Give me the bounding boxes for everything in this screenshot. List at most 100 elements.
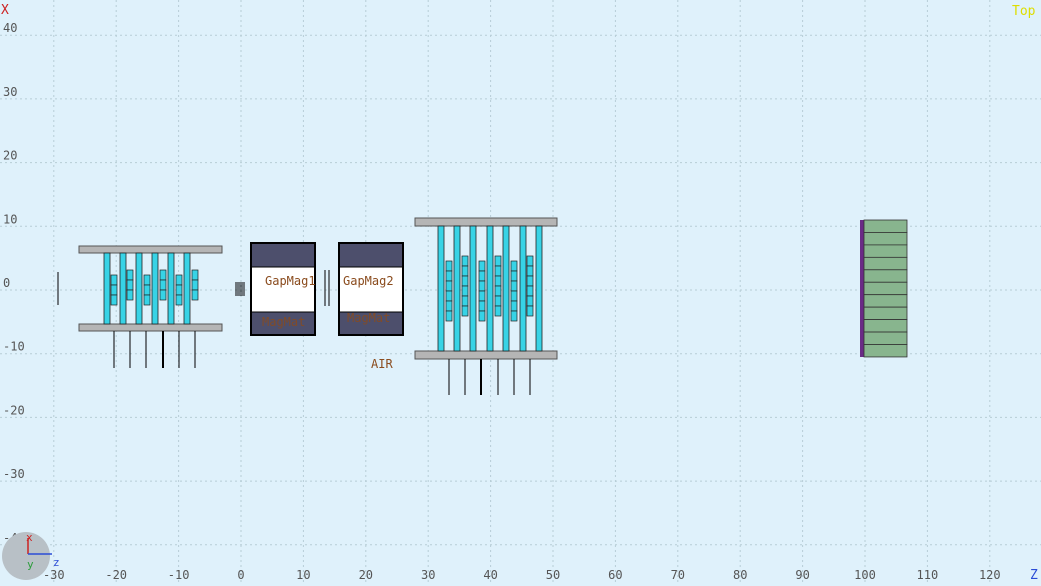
x-tick-label: 30 (3, 85, 17, 99)
orientation-gizmo[interactable]: x y z (2, 531, 60, 580)
magnet-2-upper-yoke (338, 242, 404, 268)
tracker-station-2[interactable] (414, 217, 558, 395)
magnet-1-upper-yoke (250, 242, 316, 268)
sensor-pad (478, 270, 486, 282)
sensor-pad (126, 279, 134, 291)
z-tick-label: -10 (168, 568, 190, 582)
mag-mat-1-label: MagMat (262, 315, 305, 329)
sensor-pad (143, 274, 151, 286)
scint-bar (151, 252, 159, 325)
sensor-pad (478, 310, 486, 322)
vertical-axis-label: X (1, 3, 9, 18)
sensor-pad (143, 284, 151, 296)
station-2-sensor-pads (445, 255, 534, 322)
scint-bar (183, 252, 191, 325)
sensor-pad (445, 280, 453, 292)
wire-bundle-2 (324, 270, 330, 306)
sensor-pad (445, 290, 453, 302)
sensor-pad (526, 255, 534, 267)
sensor-pad (526, 285, 534, 297)
sensor-pad (445, 260, 453, 272)
z-tick-label: 100 (854, 568, 876, 582)
scint-bar (469, 225, 477, 352)
sensor-pad (143, 294, 151, 306)
sensor-pad (494, 255, 502, 267)
calorimeter-cell (863, 306, 908, 320)
magnet-2[interactable]: GapMag2 MagMat (338, 242, 404, 336)
station-2-support-legs (448, 359, 531, 395)
sensor-pad (510, 270, 518, 282)
x-tick-label: 20 (3, 149, 17, 163)
station-2-scint-bars (437, 225, 543, 352)
calorimeter-cell (863, 269, 908, 283)
sensor-pad (110, 274, 118, 286)
x-tick-label: 10 (3, 212, 17, 226)
calorimeter-cell (863, 294, 908, 308)
sensor-pad (526, 265, 534, 277)
sensor-pad (494, 265, 502, 277)
wire-bundle-1 (235, 282, 245, 296)
tracker-station-1[interactable] (57, 245, 223, 368)
scint-bar (119, 252, 127, 325)
calorimeter-cells (863, 219, 908, 358)
world-volume-label: AIR (371, 357, 393, 371)
sensor-pad (494, 275, 502, 287)
sensor-pad (461, 255, 469, 267)
view-name-label: Top (1012, 4, 1036, 19)
z-tick-label: -20 (105, 568, 127, 582)
sensor-pad (159, 279, 167, 291)
z-tick-label: 30 (421, 568, 435, 582)
sensor-pad (175, 284, 183, 296)
scint-bar (103, 252, 111, 325)
sensor-pad (110, 294, 118, 306)
z-tick-label: 40 (483, 568, 497, 582)
sensor-pad (445, 270, 453, 282)
x-tick-label: 40 (3, 21, 17, 35)
sensor-pad (126, 289, 134, 301)
horizontal-axis-label: Z (1030, 568, 1038, 582)
calorimeter-cell (863, 219, 908, 233)
station-1-top-plate (78, 245, 223, 254)
calorimeter[interactable] (860, 219, 908, 358)
sensor-pad (461, 305, 469, 317)
sensor-pad (478, 260, 486, 272)
station-1-support-legs (113, 331, 196, 368)
scint-bar (453, 225, 461, 352)
sensor-pad (526, 295, 534, 307)
sensor-pad (461, 285, 469, 297)
z-tick-label: 60 (608, 568, 622, 582)
calorimeter-cell (863, 319, 908, 333)
sensor-pad (478, 300, 486, 312)
mag-mat-2-label: MagMat (347, 311, 390, 325)
z-tick-label: 10 (296, 568, 310, 582)
sensor-pad (175, 294, 183, 306)
station-1-sensor-pads (110, 269, 199, 306)
scint-bar (167, 252, 175, 325)
sensor-pad (445, 310, 453, 322)
sensor-pad (445, 300, 453, 312)
calorimeter-cell (863, 344, 908, 358)
sensor-pad (526, 305, 534, 317)
sensor-pad (191, 269, 199, 281)
x-tick-label: -10 (3, 340, 25, 354)
z-tick-label: -30 (43, 568, 65, 582)
calorimeter-cell (863, 281, 908, 296)
sensor-pad (494, 285, 502, 297)
sensor-pad (526, 275, 534, 287)
station-2-top-plate (414, 217, 558, 227)
x-tick-label: -20 (3, 403, 25, 417)
x-tick-label: -30 (3, 467, 25, 481)
magnet-1[interactable]: GapMag1 MagMat (250, 242, 316, 336)
station-1-scint-bars (103, 252, 191, 325)
sensor-pad (494, 295, 502, 307)
sensor-pad (191, 279, 199, 291)
z-tick-label: 20 (359, 568, 373, 582)
calorimeter-front-plate (860, 220, 864, 357)
calorimeter-cell (863, 232, 908, 246)
z-axis-ticks: -30 -20 -10 0 10 20 30 40 50 60 70 80 90 100 110 120 (43, 568, 1001, 582)
scint-bar (502, 225, 510, 352)
station-2-bottom-plate (414, 350, 558, 360)
scint-bar (135, 252, 143, 325)
sensor-pad (461, 265, 469, 277)
